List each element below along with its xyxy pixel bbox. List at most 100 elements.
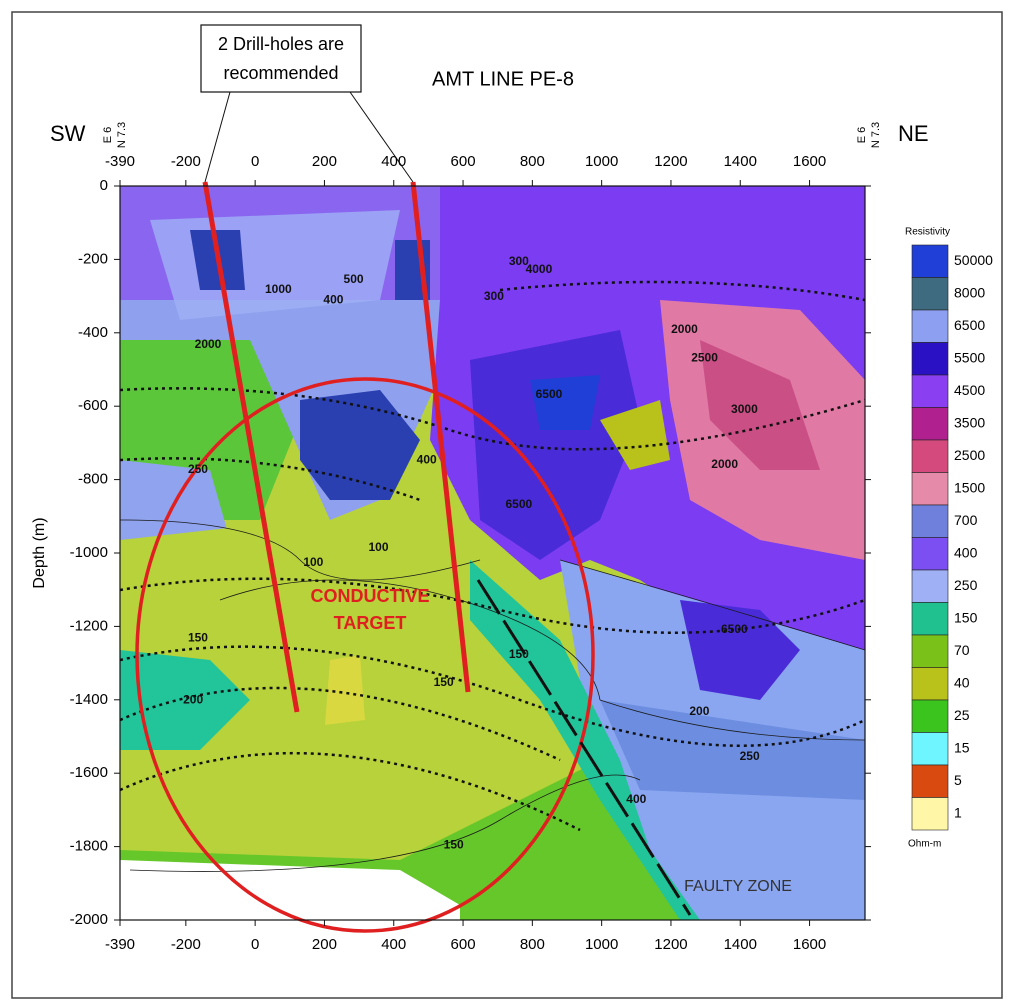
colorbar-label: 15 bbox=[954, 739, 970, 755]
y-tick-label: -1400 bbox=[70, 691, 108, 708]
y-tick-label: -800 bbox=[78, 471, 108, 488]
contour-fill bbox=[120, 186, 865, 920]
target-label: CONDUCTIVE bbox=[310, 586, 429, 606]
corner-labels: E 6 N 7.3 bbox=[856, 122, 882, 148]
contour-label: 100 bbox=[368, 540, 388, 554]
colorbar-title: Resistivity bbox=[905, 227, 950, 238]
x-tick-label: 0 bbox=[251, 936, 259, 953]
colorbar-label: 1500 bbox=[954, 479, 985, 495]
y-tick-label: -600 bbox=[78, 397, 108, 414]
contour-label: 6500 bbox=[721, 622, 748, 636]
contour-label: 400 bbox=[626, 792, 646, 806]
y-tick-label: -1600 bbox=[70, 764, 108, 781]
x-tick-label: 800 bbox=[520, 153, 545, 170]
contour-label: 2000 bbox=[671, 322, 698, 336]
chart-title: AMT LINE PE-8 bbox=[432, 68, 574, 90]
x-tick-label: 1400 bbox=[724, 153, 757, 170]
fault-line bbox=[476, 579, 692, 916]
corner-label: E 6 bbox=[856, 127, 868, 144]
x-tick-label: 1400 bbox=[724, 936, 757, 953]
colorbar-swatch bbox=[911, 439, 949, 473]
colorbar-swatch bbox=[911, 602, 949, 636]
fault-label: FAULTY ZONE bbox=[684, 878, 792, 895]
y-tick-label: -1800 bbox=[70, 838, 108, 855]
target-ellipse bbox=[135, 377, 595, 933]
colorbar-swatch bbox=[911, 374, 949, 408]
y-axis-title: Depth (m) bbox=[31, 517, 48, 588]
callout-text: recommended bbox=[223, 63, 338, 83]
contour-label: 200 bbox=[689, 704, 709, 718]
right-label: NE bbox=[898, 121, 929, 146]
y-tick-label: -1200 bbox=[70, 617, 108, 634]
colorbar-swatch bbox=[911, 407, 949, 441]
x-tick-label: -390 bbox=[105, 153, 135, 170]
contour-label: 400 bbox=[323, 292, 343, 306]
callout-leader bbox=[204, 91, 231, 183]
x-tick-label: 1000 bbox=[585, 153, 618, 170]
contour-label: 4000 bbox=[526, 262, 553, 276]
contour-label: 150 bbox=[444, 837, 464, 851]
corner-labels: E 6 N 7.3 bbox=[102, 122, 128, 148]
colorbar-label: 1 bbox=[954, 804, 962, 820]
colorbar-label: 25 bbox=[954, 707, 970, 723]
contour-label: 400 bbox=[417, 452, 437, 466]
x-tick-label: 400 bbox=[381, 936, 406, 953]
y-tick-label: 0 bbox=[100, 177, 108, 194]
corner-label: E 6 bbox=[102, 127, 114, 144]
contour-label: 6500 bbox=[505, 497, 532, 511]
x-tick-label: 1600 bbox=[793, 936, 826, 953]
colorbar-label: 5500 bbox=[954, 349, 985, 365]
colorbar-swatch bbox=[911, 277, 949, 311]
contour-label: 6500 bbox=[536, 387, 563, 401]
colorbar-swatch bbox=[911, 472, 949, 506]
contour-label: 100 bbox=[303, 555, 323, 569]
left-label: SW bbox=[50, 121, 86, 146]
colorbar-swatch bbox=[911, 504, 949, 538]
contour-label: 150 bbox=[509, 647, 529, 661]
x-tick-label: 400 bbox=[381, 153, 406, 170]
y-tick-label: -1000 bbox=[70, 544, 108, 561]
colorbar-label: 3500 bbox=[954, 414, 985, 430]
x-tick-label: 1200 bbox=[654, 936, 687, 953]
contour-label: 150 bbox=[434, 675, 454, 689]
colorbar-label: 400 bbox=[954, 544, 978, 560]
contour-label: 2000 bbox=[195, 337, 222, 351]
contour-label: 500 bbox=[344, 272, 364, 286]
colorbar-label: 150 bbox=[954, 609, 978, 625]
x-tick-label: 1200 bbox=[654, 153, 687, 170]
colorbar-swatch bbox=[911, 569, 949, 603]
corner-label: N 7.3 bbox=[870, 122, 882, 148]
x-tick-label: -200 bbox=[171, 153, 201, 170]
x-tick-label: -200 bbox=[171, 936, 201, 953]
contour-label: 2500 bbox=[691, 350, 718, 364]
callout-text: 2 Drill-holes are bbox=[218, 34, 344, 54]
colorbar-swatch bbox=[911, 764, 949, 798]
contour-label: 3000 bbox=[731, 402, 758, 416]
contour-label: 300 bbox=[509, 254, 529, 268]
callout-leader bbox=[349, 91, 414, 183]
colorbar-label: 250 bbox=[954, 577, 978, 593]
colorbar-swatch bbox=[911, 634, 949, 668]
colorbar-swatch bbox=[911, 699, 949, 733]
colorbar-label: 70 bbox=[954, 642, 970, 658]
colorbar-swatch bbox=[911, 309, 949, 343]
x-tick-label: 0 bbox=[251, 153, 259, 170]
colorbar-label: 2500 bbox=[954, 447, 985, 463]
y-tick-label: -2000 bbox=[70, 911, 108, 928]
contour-label: 150 bbox=[188, 630, 208, 644]
corner-label: N 7.3 bbox=[116, 122, 128, 148]
contour-label: 200 bbox=[183, 692, 203, 706]
drill-hole bbox=[410, 181, 471, 693]
colorbar-label: 40 bbox=[954, 674, 970, 690]
colorbar-label: 50000 bbox=[954, 252, 993, 268]
x-tick-label: -390 bbox=[105, 936, 135, 953]
colorbar-swatch bbox=[911, 537, 949, 571]
colorbar-label: 8000 bbox=[954, 284, 985, 300]
contour-label: 250 bbox=[740, 749, 760, 763]
x-tick-label: 1600 bbox=[793, 153, 826, 170]
contour-label: 300 bbox=[484, 289, 504, 303]
x-tick-label: 600 bbox=[451, 153, 476, 170]
colorbar-swatch bbox=[911, 667, 949, 701]
y-tick-label: -400 bbox=[78, 324, 108, 341]
colorbar-label: 700 bbox=[954, 512, 978, 528]
